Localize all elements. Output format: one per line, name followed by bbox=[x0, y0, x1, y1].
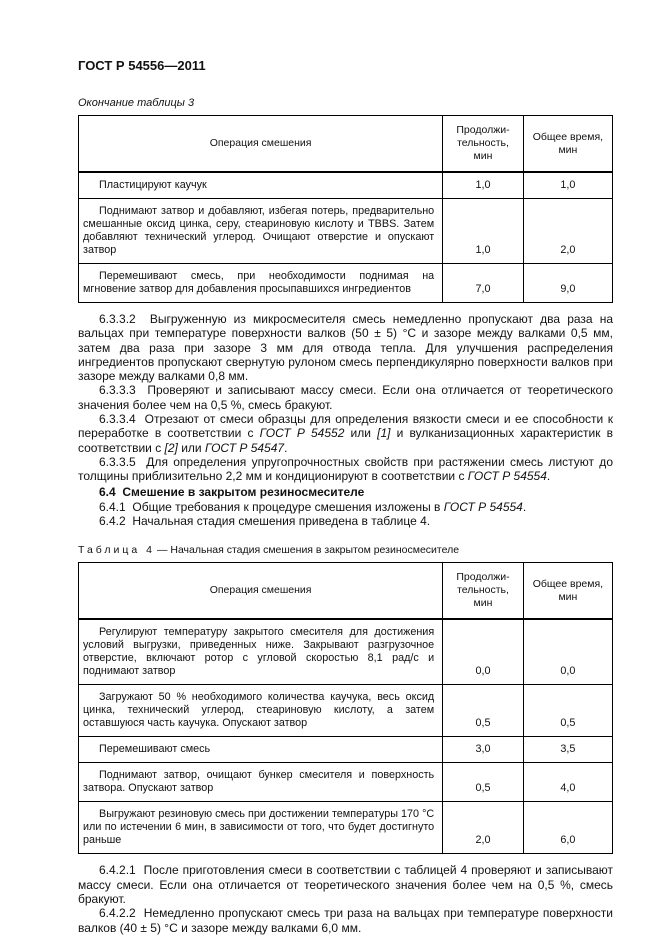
text-segment: и вулканизационных характеристик в соотв… bbox=[78, 426, 614, 455]
text-segment: 6.3.3.3 Проверяют и записывают массу сме… bbox=[78, 383, 613, 412]
table-row: Пластицируют каучук 1,0 1,0 bbox=[77, 171, 614, 199]
duration-cell: 0,5 bbox=[442, 684, 524, 738]
table4-caption-number: 4 bbox=[146, 544, 153, 557]
reference-text: [2] bbox=[164, 440, 178, 455]
reference-text: ГОСТ Р 54554 bbox=[467, 469, 547, 484]
closing-paragraphs: 6.4.2.1 После приготовления смеси в соот… bbox=[78, 863, 613, 936]
total-time-cell: 9,0 bbox=[522, 263, 614, 303]
paragraph: 6.4.2.1 После приготовления смеси в соот… bbox=[78, 863, 613, 906]
table4-body: Регулируют температуру закрытого смесите… bbox=[77, 618, 614, 855]
table4-caption-dash: — bbox=[156, 544, 168, 557]
text-segment: 6.3.3.4 Отрезают от смеси образцы для оп… bbox=[78, 412, 613, 441]
text-segment: или bbox=[344, 426, 378, 441]
reference-text: ГОСТ Р 54554 bbox=[443, 499, 523, 514]
total-time-cell: 3,5 bbox=[522, 736, 614, 764]
text-segment: 6.4.2 Начальная стадия смешения приведен… bbox=[99, 514, 431, 529]
text-segment: 6.3.3.5 Для определения упругопрочностны… bbox=[78, 454, 613, 484]
total-time-cell: 1,0 bbox=[522, 171, 614, 199]
table-row: Загружают 50 % необходимого количества к… bbox=[77, 684, 614, 738]
operation-cell: Перемешивают смесь bbox=[77, 736, 444, 764]
table3-col-total: Общее время, мин bbox=[522, 115, 614, 173]
table4-col-total: Общее время, мин bbox=[522, 562, 614, 621]
table4-caption: Таблица 4 — Начальная стадия смешения в з… bbox=[78, 544, 613, 557]
table4-header-row: Операция смешения Продолжи- тельность, м… bbox=[77, 562, 614, 621]
total-time-cell: 0,5 bbox=[522, 684, 614, 738]
total-time-cell: 2,0 bbox=[522, 198, 614, 264]
duration-cell: 2,0 bbox=[442, 801, 524, 855]
text-segment: 6.4 Смешение в закрытом резиносмесителе bbox=[99, 484, 365, 499]
duration-cell: 7,0 bbox=[442, 263, 524, 303]
document-title: ГОСТ Р 54556—2011 bbox=[78, 58, 206, 73]
paragraph: 6.3.3.4 Отрезают от смеси образцы для оп… bbox=[78, 412, 613, 455]
text-segment: . bbox=[546, 469, 551, 484]
table4-col-duration: Продолжи- тельность, мин bbox=[442, 562, 524, 621]
operation-cell: Выгружают резиновую смесь при достижении… bbox=[77, 801, 444, 855]
section-heading: 6.4 Смешение в закрытом резиносмесителе bbox=[78, 485, 613, 499]
text-segment: 6.4.2.2 Немедленно пропускают смесь три … bbox=[78, 906, 613, 935]
table-row: Перемешивают смесь 3,0 3,5 bbox=[77, 736, 614, 764]
text-segment: . bbox=[522, 499, 527, 514]
table-row: Поднимают затвор, очищают бункер смесите… bbox=[77, 762, 614, 803]
table-row: Перемешивают смесь, при необходимости по… bbox=[77, 263, 614, 303]
operation-cell: Поднимают затвор и добавляют, избегая по… bbox=[77, 198, 444, 264]
table-row: Поднимают затвор и добавляют, избегая по… bbox=[77, 198, 614, 264]
paragraph: 6.4.2 Начальная стадия смешения приведен… bbox=[78, 514, 613, 528]
table4-caption-word: Таблица bbox=[78, 544, 141, 557]
operation-cell: Перемешивают смесь, при необходимости по… bbox=[77, 263, 444, 303]
body-paragraphs: 6.3.3.2 Выгруженную из микросмесителя см… bbox=[78, 312, 613, 528]
duration-cell: 0,0 bbox=[442, 618, 524, 686]
duration-cell: 1,0 bbox=[442, 171, 524, 199]
table3-continuation-label: Окончание таблицы 3 bbox=[78, 97, 195, 109]
text-segment: 6.3.3.2 Выгруженную из микросмесителя см… bbox=[78, 312, 613, 384]
table-row: Регулируют температуру закрытого смесите… bbox=[77, 618, 614, 686]
duration-cell: 3,0 bbox=[442, 736, 524, 764]
text-segment: 6.4.2.1 После приготовления смеси в соот… bbox=[78, 863, 613, 907]
operation-cell: Загружают 50 % необходимого количества к… bbox=[77, 684, 444, 738]
table3-col-operation: Операция смешения bbox=[77, 115, 444, 173]
total-time-cell: 0,0 bbox=[522, 618, 614, 686]
table4-col-operation: Операция смешения bbox=[77, 562, 444, 621]
text-segment: 6.4.2.3 Выдерживают смесь 1—24 ч. bbox=[99, 935, 306, 936]
reference-text: ГОСТ Р 54547 bbox=[204, 440, 285, 455]
table-row: Выгружают резиновую смесь при достижении… bbox=[77, 801, 614, 855]
total-time-cell: 4,0 bbox=[522, 762, 614, 803]
table3-body: Пластицируют каучук 1,0 1,0 Поднимают затво… bbox=[77, 171, 614, 303]
table3-header-row: Операция смешения Продолжи- тельность, м… bbox=[77, 115, 614, 173]
paragraph: 6.3.3.5 Для определения упругопрочностны… bbox=[78, 455, 613, 484]
paragraph: 6.3.3.3 Проверяют и записывают массу сме… bbox=[78, 383, 613, 412]
reference-text: ГОСТ Р 54552 bbox=[259, 426, 345, 441]
table3: Операция смешения Продолжи- тельность, м… bbox=[77, 115, 614, 303]
reference-text: [1] bbox=[377, 426, 391, 441]
operation-cell: Регулируют температуру закрытого смесите… bbox=[77, 618, 444, 686]
table4-caption-title: Начальная стадия смешения в закрытом рез… bbox=[170, 544, 460, 557]
text-segment: . bbox=[284, 440, 288, 455]
operation-cell: Пластицируют каучук bbox=[77, 171, 444, 199]
text-segment: 6.4.1 Общие требования к процедуре смеше… bbox=[99, 499, 444, 514]
duration-cell: 0,5 bbox=[442, 762, 524, 803]
paragraph: 6.4.1 Общие требования к процедуре смеше… bbox=[78, 500, 613, 514]
table4: Операция смешения Продолжи- тельность, м… bbox=[77, 562, 614, 855]
paragraph: 6.4.2.3 Выдерживают смесь 1—24 ч. bbox=[78, 935, 613, 936]
table3-col-duration: Продолжи- тельность, мин bbox=[442, 115, 524, 173]
duration-cell: 1,0 bbox=[442, 198, 524, 264]
operation-cell: Поднимают затвор, очищают бункер смесите… bbox=[77, 762, 444, 803]
total-time-cell: 6,0 bbox=[522, 801, 614, 855]
paragraph: 6.4.2.2 Немедленно пропускают смесь три … bbox=[78, 906, 613, 935]
text-segment: или bbox=[177, 440, 205, 455]
paragraph: 6.3.3.2 Выгруженную из микросмесителя см… bbox=[78, 312, 613, 383]
